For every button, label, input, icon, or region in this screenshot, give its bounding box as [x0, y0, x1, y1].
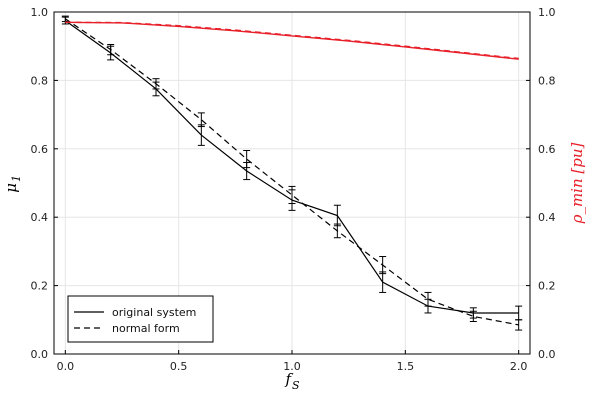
- x-tick-label: 0.0: [57, 360, 75, 373]
- error-bar: [469, 310, 477, 323]
- error-bar: [197, 124, 205, 146]
- y-axis-right-title: ρ_min [pu]: [568, 142, 586, 224]
- y-right-tick-label: 1.0: [538, 6, 556, 19]
- y-left-tick-label: 0.8: [31, 74, 49, 87]
- error-bar: [152, 78, 160, 90]
- series-line: [64, 18, 519, 326]
- legend-box: [67, 295, 214, 343]
- x-tick-label: 1.5: [397, 360, 415, 373]
- error-bar: [197, 112, 205, 128]
- y-right-tick-label: 0.0: [538, 348, 556, 361]
- x-axis-title-subscript: S: [292, 379, 300, 392]
- y-left-tick-label: 0.2: [31, 280, 49, 293]
- x-tick-label: 2.0: [510, 360, 528, 373]
- x-axis-title: f: [284, 370, 293, 388]
- svg-text:μ: μ: [2, 183, 20, 193]
- x-tick-label: 0.5: [170, 360, 188, 373]
- legend-label: original system: [112, 306, 196, 319]
- error-bar: [61, 15, 69, 23]
- error-bar: [288, 185, 296, 205]
- y-axis-left-title: μ 1: [2, 175, 23, 193]
- legend-label: normal form: [112, 322, 180, 335]
- y-left-tick-label: 0.6: [31, 143, 49, 156]
- error-bar: [107, 43, 115, 56]
- error-bar: [515, 319, 523, 331]
- ticks-layer: 0.0 0.5 1.0 1.5 2.0 0.0 0.2 0.4 0.6 0.8 1.0 0.0 0.2 0…: [31, 6, 556, 373]
- y-left-tick-label: 0.0: [31, 348, 49, 361]
- error-bar: [379, 271, 387, 293]
- error-bar: [333, 223, 341, 239]
- y-right-tick-label: 0.4: [538, 211, 556, 224]
- y-right-tick-label: 0.6: [538, 143, 556, 156]
- y-left-tick-label: 1.0: [31, 6, 49, 19]
- y-right-tick-label: 0.2: [538, 280, 556, 293]
- legend: original system normal form: [67, 295, 214, 343]
- y-right-tick-label: 0.8: [538, 74, 556, 87]
- series-line: [65, 21, 519, 60]
- y-left-tick-label: 0.4: [31, 211, 49, 224]
- error-bar: [333, 204, 341, 227]
- series-layer: [61, 15, 523, 331]
- x-tick-label: 1.0: [283, 360, 301, 373]
- svg-text:1: 1: [10, 175, 23, 182]
- error-bar: [379, 256, 387, 275]
- error-bar: [424, 291, 432, 307]
- error-bar: [243, 150, 251, 169]
